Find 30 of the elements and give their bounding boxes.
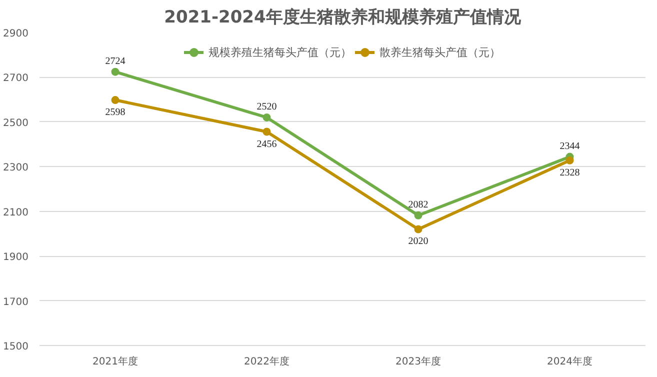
y-tick-label: 1900 (3, 252, 29, 264)
y-tick-label: 2100 (3, 207, 29, 218)
point (566, 156, 574, 164)
y-tick-label: 1500 (3, 342, 29, 352)
y-tick-label: 2700 (3, 73, 29, 84)
data-label: 2082 (408, 199, 428, 210)
x-tick-label: 2022年度 (244, 356, 290, 368)
data-label: 2598 (105, 107, 126, 118)
y-tick-label: 2500 (3, 118, 29, 129)
y-tick-label: 2900 (3, 28, 29, 40)
chart-title: 2021-2024年度生猪散养和规模养殖产值情况 (164, 8, 522, 28)
y-tick-label: 2300 (3, 162, 29, 174)
point (262, 128, 271, 136)
x-tick-label: 2021年度 (92, 356, 138, 368)
legend-label: 规模养殖生猪每头产值（元） (208, 44, 352, 60)
data-label: 2020 (408, 236, 428, 248)
point (262, 113, 271, 122)
y-tick-label: 1700 (3, 296, 29, 308)
x-tick-label: 2024年度 (547, 356, 592, 368)
point (414, 225, 422, 234)
point (111, 68, 120, 76)
legend-label: 散养生猪每头产值（元） (380, 44, 500, 60)
data-label: 2328 (560, 167, 580, 178)
data-label: 2724 (105, 56, 126, 67)
point (414, 211, 422, 220)
data-label: 2520 (256, 101, 277, 112)
data-label: 2344 (560, 140, 580, 152)
x-tick-label: 2023年度 (396, 356, 441, 368)
data-label: 2456 (256, 138, 277, 150)
point (111, 96, 120, 104)
